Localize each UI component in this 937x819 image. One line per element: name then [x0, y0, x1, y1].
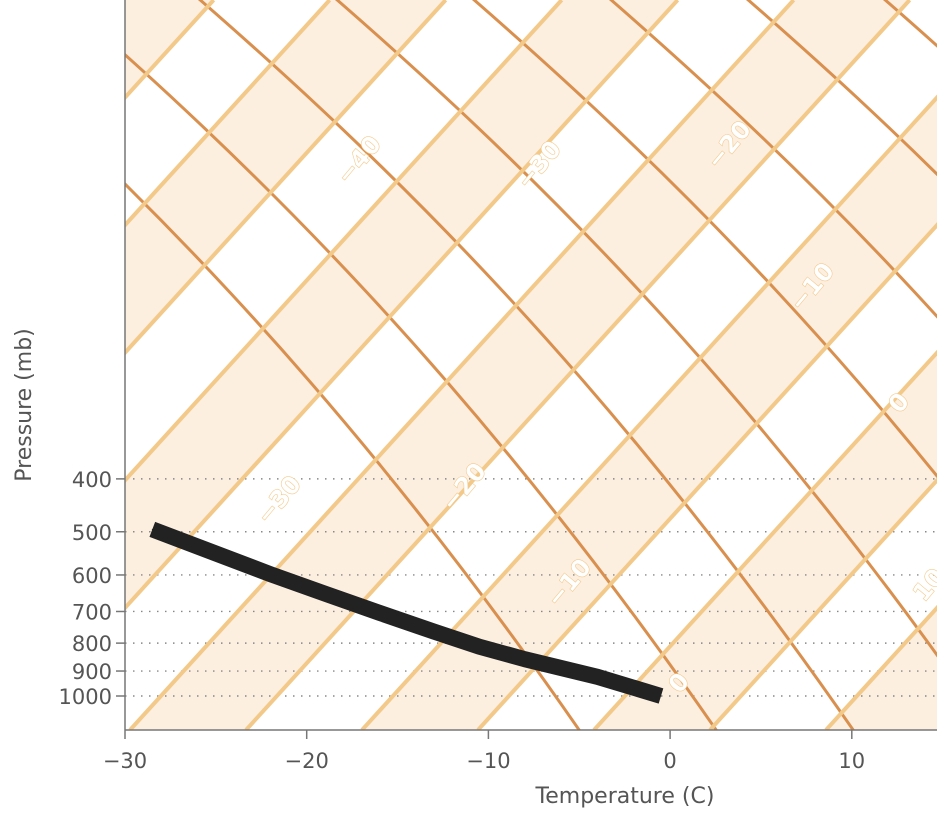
- isotherm-label-3: −30: [251, 470, 307, 529]
- isotherm-line-3: [125, 0, 448, 356]
- y-tick-label-3: 700: [72, 600, 112, 624]
- isotherm-line-5: [125, 0, 680, 611]
- profile-line-0: [149, 521, 664, 704]
- profile-point-1: [215, 553, 217, 554]
- dry-adiabat-2: [197, 0, 855, 730]
- isotherm-band-4: [362, 97, 937, 730]
- profile-point-4: [378, 612, 380, 614]
- profile-point-9: [660, 695, 662, 697]
- profile-point-8: [596, 676, 598, 678]
- isotherm-label-0: −40: [331, 130, 387, 189]
- y-tick-label-4: 800: [72, 632, 112, 656]
- x-tick-label-0: −30: [103, 749, 147, 773]
- profile-point-2: [269, 573, 271, 575]
- y-tick-label-2: 600: [72, 564, 112, 588]
- y-tick-label-5: 900: [72, 660, 112, 684]
- y-tick-label-1: 500: [72, 521, 112, 545]
- profile-point-7: [524, 658, 526, 660]
- isotherm-line-10: [592, 349, 937, 730]
- temperature-profile: [149, 521, 664, 704]
- isotherm-line-4: [125, 0, 564, 484]
- isotherm-label-9: 10: [907, 563, 937, 607]
- x-tick-label-1: −20: [285, 749, 329, 773]
- dry-adiabat-5: [608, 0, 937, 319]
- dry-adiabat-7: [882, 0, 937, 48]
- x-tick-label-3: 0: [663, 749, 676, 773]
- profile-point-3: [324, 593, 326, 595]
- isotherm-line-2: [125, 0, 332, 229]
- isotherm-line-9: [476, 222, 937, 730]
- x-tick-label-2: −10: [466, 749, 510, 773]
- dry-adiabat-1: [125, 52, 718, 730]
- isotherm-bands: [125, 0, 937, 730]
- dry-adiabat-6: [745, 0, 937, 177]
- profile-point-6: [478, 646, 480, 648]
- x-tick-label-4: 10: [838, 749, 865, 773]
- isotherm-band-3: [130, 0, 910, 730]
- y-axis-title: Pressure (mb): [12, 328, 37, 482]
- isotherm-line-8: [360, 94, 937, 730]
- y-tick-label-0: 400: [72, 468, 112, 492]
- dry-adiabat-3: [334, 0, 937, 658]
- y-tick-label-6: 1000: [59, 685, 112, 709]
- isotherm-line-6: [128, 0, 796, 730]
- axes: [124, 0, 937, 731]
- profile-point-0: [151, 528, 153, 530]
- x-axis-title: Temperature (C): [535, 784, 715, 809]
- isotherm-line-11: [708, 477, 937, 730]
- dry-adiabat-0: [125, 181, 581, 730]
- profile-point-5: [433, 631, 435, 633]
